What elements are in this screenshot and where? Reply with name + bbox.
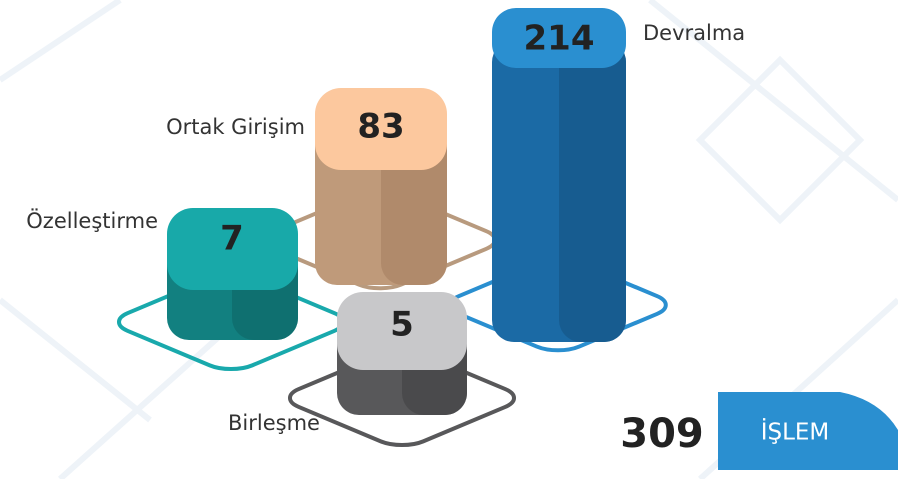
value: 7: [220, 219, 244, 259]
unit-badge: [718, 392, 898, 470]
pillar-top: [337, 292, 467, 370]
label: Devralma: [643, 21, 745, 45]
pillar-top: [492, 8, 626, 68]
pillar-side: [559, 40, 626, 342]
total-unit: İŞLEM: [761, 418, 830, 446]
value: 83: [357, 107, 404, 147]
value: 5: [390, 305, 414, 345]
pillar-top: [315, 88, 447, 170]
value: 214: [524, 19, 595, 59]
label: Özelleştirme: [26, 208, 158, 233]
label: Ortak Girişim: [166, 115, 305, 139]
total-value: 309: [620, 411, 704, 457]
label: Birleşme: [228, 411, 320, 435]
pillar-top: [167, 208, 298, 290]
